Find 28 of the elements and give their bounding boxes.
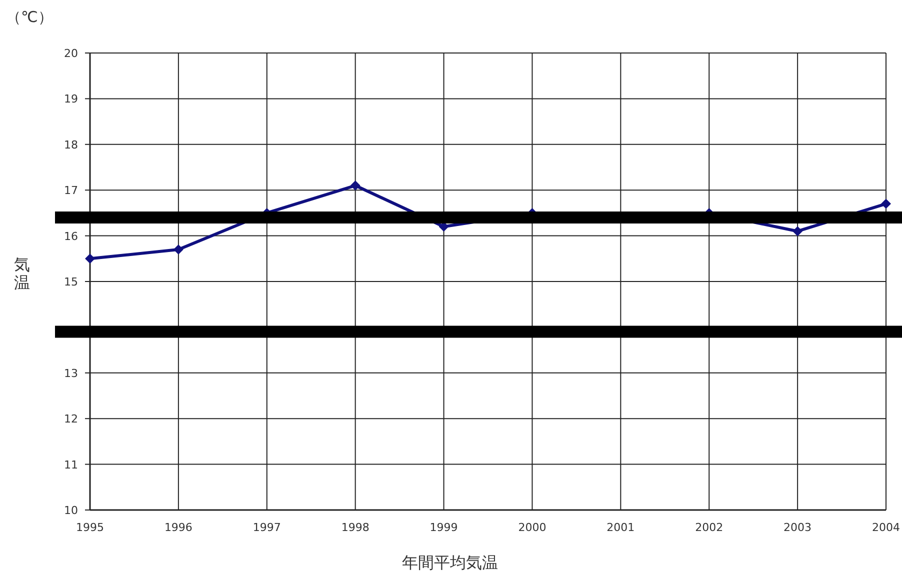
x-tick-label: 1996 <box>164 521 192 534</box>
x-tick-label: 1997 <box>252 521 281 534</box>
x-tick-label: 2004 <box>872 521 900 534</box>
y-tick-label: 20 <box>64 47 78 60</box>
y-tick-label: 18 <box>64 138 78 152</box>
x-tick-label: 2002 <box>695 521 724 534</box>
point <box>350 180 360 191</box>
y-tick-label: 10 <box>64 504 78 517</box>
x-tick-label: 1998 <box>341 521 370 534</box>
x-axis-title: 年間平均気温 <box>402 553 498 572</box>
y-tick-label: 17 <box>64 184 78 198</box>
y-tick-label: 19 <box>64 92 78 106</box>
point <box>85 254 95 264</box>
point <box>173 244 184 255</box>
x-tick-label: 2003 <box>784 521 812 534</box>
y-tick-label: 12 <box>64 412 78 426</box>
point <box>881 198 891 209</box>
point <box>792 226 803 236</box>
text: （℃） <box>6 8 53 26</box>
x-tick-label: 2001 <box>606 521 635 534</box>
x-tick-label: 2000 <box>518 521 546 534</box>
y-tick-label: 16 <box>64 230 78 243</box>
y-axis-title: 気温 <box>14 255 30 292</box>
x-tick-label: 1995 <box>76 521 104 534</box>
y-tick-label: 13 <box>64 366 78 380</box>
y-tick-label: 11 <box>64 458 78 472</box>
x-tick-label: 1999 <box>430 521 458 534</box>
y-tick-label: 15 <box>64 276 78 288</box>
